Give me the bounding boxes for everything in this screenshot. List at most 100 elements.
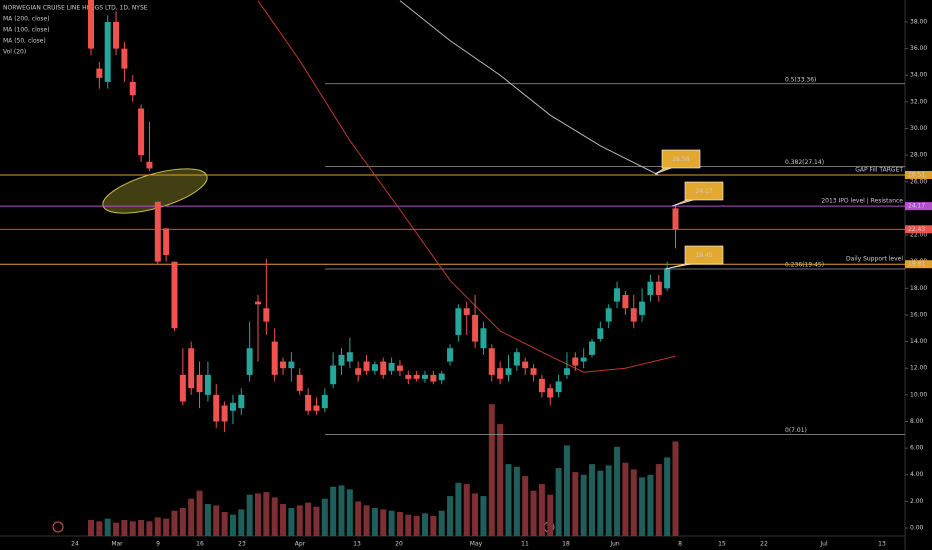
fib-label: 0.5(33.36) xyxy=(785,76,816,83)
volume-bar xyxy=(171,510,178,536)
earnings-icon[interactable] xyxy=(52,521,64,533)
price-tag xyxy=(905,202,932,211)
candle-body xyxy=(104,21,111,82)
candle-body xyxy=(138,108,145,156)
candle-body xyxy=(88,0,94,49)
indicator-label: MA (50, close) xyxy=(3,38,46,45)
volume-bar xyxy=(388,510,395,536)
y-tick-label: 8.00 xyxy=(910,418,924,425)
volume-bar xyxy=(630,469,637,536)
symbol-title: NORWEGIAN CRUISE LINE HLDGS LTD, 1D, NYS… xyxy=(3,5,148,12)
volume-bar xyxy=(104,518,111,536)
volume-bar xyxy=(338,485,345,536)
y-tick-label: 12.00 xyxy=(910,365,927,372)
volume-bar xyxy=(263,492,270,536)
candle-body xyxy=(472,314,479,342)
moving-average xyxy=(399,0,660,176)
volume-bar xyxy=(396,512,403,536)
y-tick-label: 22.00 xyxy=(910,232,927,239)
volume-bar xyxy=(547,494,554,536)
volume-bar xyxy=(480,496,487,536)
volume-bar xyxy=(472,493,479,536)
volume-bar xyxy=(580,474,587,536)
candle-body xyxy=(346,352,353,362)
volume-bar xyxy=(188,498,195,536)
volume-bar xyxy=(413,516,420,536)
candle-body xyxy=(96,68,103,78)
price-tag xyxy=(905,170,932,179)
candle-body xyxy=(388,362,395,371)
x-tick-label: Jul xyxy=(819,541,828,548)
indicator-label: Vol (20) xyxy=(3,49,26,56)
volume-bar xyxy=(238,509,245,536)
candle-body xyxy=(313,405,320,411)
candle-body xyxy=(664,268,671,289)
candle-body xyxy=(422,374,428,379)
volume-bar xyxy=(488,404,495,536)
candle-body xyxy=(196,374,203,393)
candle-body xyxy=(171,261,178,329)
candle-body xyxy=(238,394,245,409)
candle-body xyxy=(488,348,495,375)
volume-bar xyxy=(513,466,520,536)
volume-bar xyxy=(380,509,387,536)
price-tag-label: 26.51 xyxy=(908,171,925,178)
volume-bar xyxy=(96,521,103,536)
candle-body xyxy=(163,228,170,256)
volume-bar xyxy=(622,462,629,536)
candle-body xyxy=(280,361,287,369)
callout-label: 26.58 xyxy=(672,156,689,163)
fib-label: 0.382(27.14) xyxy=(785,159,824,166)
x-tick-label: 16 xyxy=(196,541,204,548)
indicator-label: MA (100, close) xyxy=(3,27,50,34)
candle-body xyxy=(647,281,654,295)
price-tag xyxy=(905,225,932,234)
x-tick-label: 13 xyxy=(353,541,361,548)
candle-body xyxy=(229,402,236,411)
volume-bar xyxy=(438,510,445,536)
volume-bar xyxy=(288,508,295,536)
level-label: GAP Fill TARGET xyxy=(855,166,903,173)
volume-bar xyxy=(555,468,562,536)
candle-body xyxy=(146,161,153,169)
volume-bar xyxy=(129,521,136,536)
price-tag-label: 19.81 xyxy=(908,261,925,268)
candle-body xyxy=(639,301,646,315)
candle-body xyxy=(288,361,295,369)
candle-body xyxy=(271,341,278,375)
candle-body xyxy=(530,368,537,375)
volume-bar xyxy=(497,424,504,536)
x-tick-label: 9 xyxy=(156,541,160,548)
volume-bar xyxy=(271,497,278,536)
volume-bar xyxy=(614,446,621,536)
y-tick-label: 10.00 xyxy=(910,391,927,398)
volume-bar xyxy=(455,482,462,536)
volume-bar xyxy=(371,508,378,536)
x-tick-label: 15 xyxy=(718,541,726,548)
y-tick-label: 14.00 xyxy=(910,338,927,345)
candle-body xyxy=(396,365,403,371)
y-tick-label: 28.00 xyxy=(910,152,927,159)
volume-bar xyxy=(146,521,153,536)
y-tick-label: 0.00 xyxy=(910,525,924,532)
volume-bar xyxy=(179,508,186,536)
candle-body xyxy=(305,394,312,411)
candle-body xyxy=(563,368,570,375)
candle-body xyxy=(597,328,604,339)
candle-body xyxy=(263,308,270,322)
candle-body xyxy=(672,208,679,230)
candle-body xyxy=(572,357,579,366)
candle-body xyxy=(630,308,637,322)
x-tick-label: 22 xyxy=(760,541,768,548)
candle-body xyxy=(179,374,186,402)
candle-body xyxy=(129,81,136,96)
price-tag-label: 22.43 xyxy=(908,226,925,233)
volume-bar xyxy=(213,505,220,536)
volume-bar xyxy=(296,505,303,536)
volume-bar xyxy=(280,504,287,536)
candle-body xyxy=(338,354,345,366)
y-tick-label: 4.00 xyxy=(910,471,924,478)
candle-body xyxy=(438,373,445,381)
volume-bar xyxy=(530,490,537,536)
